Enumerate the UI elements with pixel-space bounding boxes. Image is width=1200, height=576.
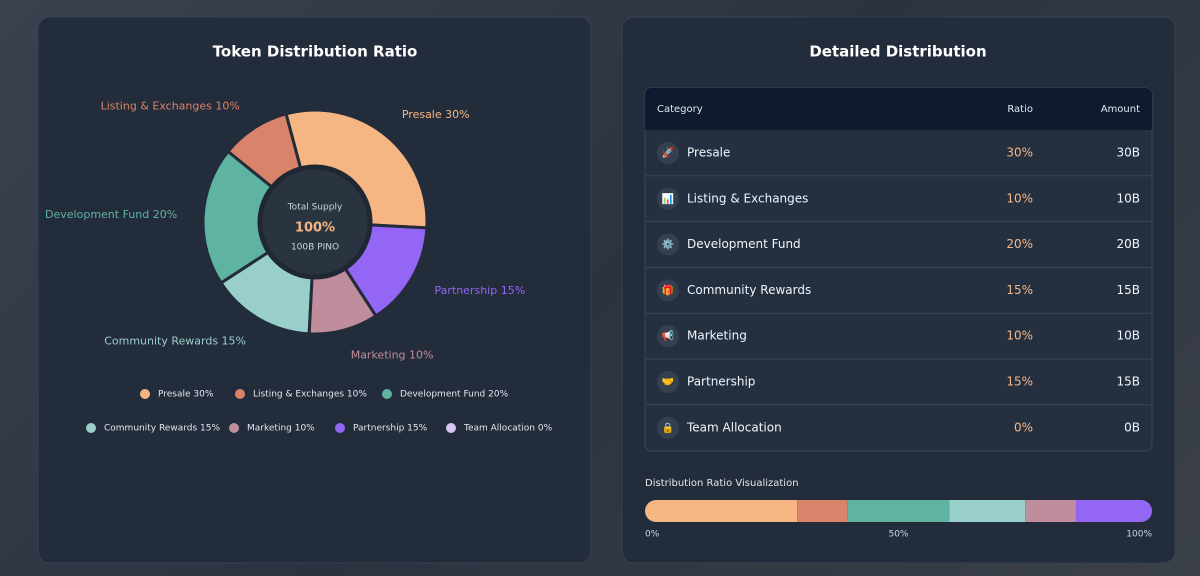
- x-tick-label: 0%: [645, 530, 660, 540]
- row-icon: 🎁: [662, 283, 674, 296]
- table: [644, 87, 1153, 452]
- row-category: Development Fund: [687, 237, 801, 251]
- center-total: 100%: [295, 221, 335, 236]
- x-tick-label: 100%: [1126, 530, 1152, 540]
- row-category: Listing & Exchanges: [687, 191, 808, 205]
- x-tick-label: 50%: [888, 530, 908, 540]
- row-ratio: 10%: [1006, 191, 1033, 205]
- icon-badge: [657, 416, 679, 439]
- row-amount: 15B: [1116, 283, 1140, 297]
- legend: Presale 30% Listing & Exchanges 10% Develo…: [86, 389, 553, 434]
- row-category: Community Rewards: [687, 283, 811, 297]
- icon-badge: [657, 142, 679, 164]
- bar-segment: [1025, 500, 1076, 522]
- icon-badge: [657, 371, 679, 393]
- row-icon: 🚀: [662, 146, 675, 159]
- row-icon: 🔒: [662, 422, 674, 434]
- row-category: Team Allocation: [686, 420, 782, 434]
- legend-swatch: [382, 389, 392, 399]
- slice-label: Development Fund 20%: [45, 208, 177, 221]
- legend-label: Development Fund 20%: [400, 390, 509, 400]
- row-amount: 15B: [1116, 375, 1140, 389]
- ratio-bar: [645, 500, 1152, 522]
- row-icon: 🤝: [662, 377, 674, 388]
- row-ratio: 0%: [1014, 420, 1033, 434]
- legend-swatch: [140, 389, 150, 399]
- icon-badge: [657, 187, 679, 210]
- legend-label: Community Rewards 15%: [104, 424, 220, 434]
- bar-segment: [847, 500, 950, 522]
- donut-hole: [257, 164, 373, 280]
- row-amount: 10B: [1116, 191, 1140, 205]
- legend-swatch: [229, 423, 239, 433]
- center-supply: 100B PINO: [291, 243, 339, 253]
- legend-swatch: [335, 423, 345, 433]
- row-ratio: 15%: [1006, 283, 1033, 297]
- icon-badge: [657, 279, 679, 302]
- row-icon: 📊: [662, 192, 674, 205]
- bar-segment: [1075, 500, 1152, 522]
- row-icon: 📢: [662, 329, 674, 342]
- row-category: Partnership: [687, 375, 755, 389]
- header-cell: Category: [657, 104, 703, 115]
- slice-label: Presale 30%: [402, 108, 470, 121]
- bar-title: Distribution Ratio Visualization: [645, 478, 799, 489]
- row-ratio: 15%: [1006, 375, 1033, 389]
- legend-label: Presale 30%: [158, 390, 214, 400]
- row-ratio: 30%: [1006, 146, 1033, 160]
- legend-label: Marketing 10%: [247, 424, 315, 434]
- slice-label: Marketing 10%: [351, 348, 434, 361]
- header-cell: Ratio: [1007, 104, 1033, 115]
- row-ratio: 10%: [1006, 329, 1033, 343]
- icon-badge: [657, 325, 679, 348]
- row-amount: 30B: [1116, 146, 1140, 160]
- bar-segment: [797, 500, 848, 522]
- legend-label: Listing & Exchanges 10%: [253, 390, 367, 400]
- legend-swatch: [235, 389, 245, 399]
- slice-label: Listing & Exchanges 10%: [101, 99, 240, 112]
- icon-badge: [657, 233, 679, 256]
- legend-label: Team Allocation 0%: [463, 424, 553, 434]
- table-header: [645, 88, 1152, 130]
- row-amount: 0B: [1124, 420, 1140, 434]
- center-caption: Total Supply: [287, 203, 343, 213]
- row-ratio: 20%: [1006, 237, 1033, 251]
- slice-label: Community Rewards 15%: [104, 335, 246, 348]
- row-icon: ⚙️: [662, 238, 674, 251]
- table-body: 🚀 Presale 30% 30B 📊 Listing & Exchanges 10% 10B…: [645, 142, 1152, 439]
- legend-swatch: [446, 423, 456, 433]
- row-amount: 10B: [1116, 329, 1140, 343]
- bar-segment: [949, 500, 1026, 522]
- detail-title: Detailed Distribution: [809, 43, 986, 61]
- legend-swatch: [86, 423, 96, 433]
- row-category: Marketing: [687, 329, 747, 343]
- row-amount: 20B: [1116, 237, 1140, 251]
- slice-label: Partnership 15%: [435, 284, 526, 297]
- bar-segment: [645, 500, 798, 522]
- legend-label: Partnership 15%: [353, 424, 428, 434]
- header-cell: Amount: [1101, 104, 1140, 115]
- chart-title: Token Distribution Ratio: [213, 43, 418, 61]
- row-category: Presale: [687, 146, 730, 160]
